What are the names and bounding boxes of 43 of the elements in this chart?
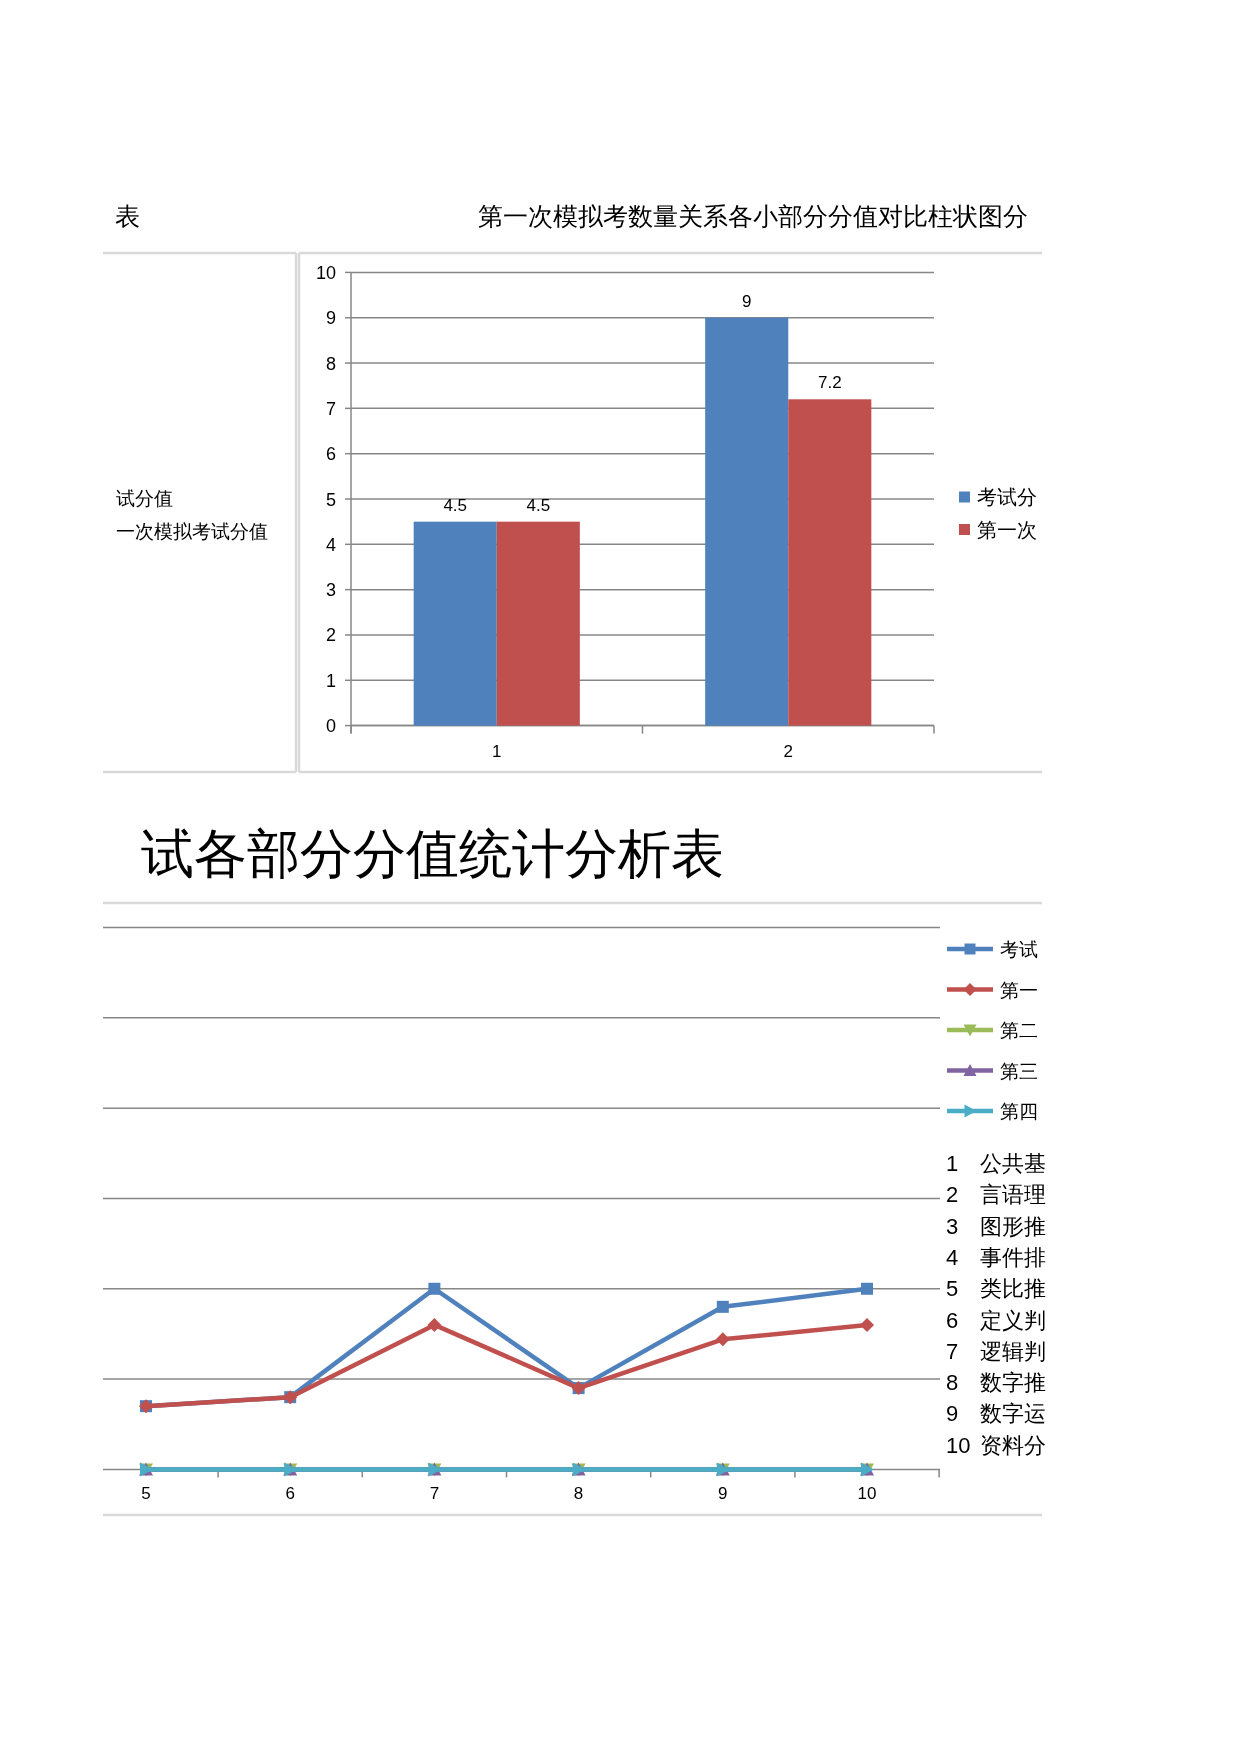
y-tick-label: 8	[325, 353, 336, 374]
y-tick-label: 5	[325, 489, 336, 510]
text: 4 事件排	[946, 1244, 1046, 1270]
legend-label: 考试	[1000, 939, 1038, 960]
y-tick-label: 4	[325, 534, 336, 555]
chart-title: 第一次模拟考数量关系各小部分分值对比柱状图分	[478, 202, 1028, 230]
text: 9 数字运	[946, 1401, 1046, 1427]
y-tick-label: 1	[325, 670, 336, 691]
text: 试分值	[116, 488, 173, 509]
y-tick-label: 9	[325, 308, 336, 329]
legend-label: 考试分	[977, 486, 1037, 508]
x-tick-label: 10	[857, 1484, 877, 1503]
text: 一次模拟考试分值	[116, 521, 268, 542]
text: 8 数字推	[946, 1370, 1046, 1396]
y-tick-label: 6	[325, 444, 336, 465]
text: 表	[115, 202, 140, 230]
legend-label: 第三	[1000, 1060, 1038, 1082]
text: 5 类比推	[946, 1276, 1046, 1302]
text: 7 逻辑判	[946, 1338, 1046, 1364]
data-label: 4.5	[526, 495, 551, 515]
legend-label: 第四	[1000, 1101, 1038, 1122]
y-tick-label: 10	[315, 262, 336, 283]
data-label: 4.5	[443, 495, 468, 515]
x-tick-label: 6	[285, 1484, 295, 1503]
text: 6 定义判	[946, 1307, 1046, 1333]
text: 10 资料分	[946, 1432, 1046, 1458]
y-tick-label: 0	[325, 716, 336, 737]
text: 2 言语理	[946, 1182, 1046, 1208]
y-tick-label: 3	[325, 580, 336, 601]
x-tick-label: 9	[718, 1484, 728, 1503]
chart-title: 试各部分分值统计分析表	[141, 824, 724, 883]
text: 1 公共基	[946, 1151, 1046, 1176]
x-tick-label: 5	[141, 1484, 151, 1503]
y-tick-label: 2	[325, 625, 336, 646]
y-tick-label: 7	[325, 398, 336, 419]
data-label: 9	[741, 291, 752, 311]
data-label: 7.2	[817, 373, 842, 393]
legend-label: 第一次	[977, 518, 1037, 541]
legend-label: 第一	[1000, 979, 1038, 1001]
x-tick-label: 7	[429, 1484, 440, 1503]
text: 3 图形推	[946, 1213, 1046, 1239]
legend-label: 第二	[1000, 1020, 1038, 1041]
x-tick-label: 8	[573, 1484, 584, 1503]
